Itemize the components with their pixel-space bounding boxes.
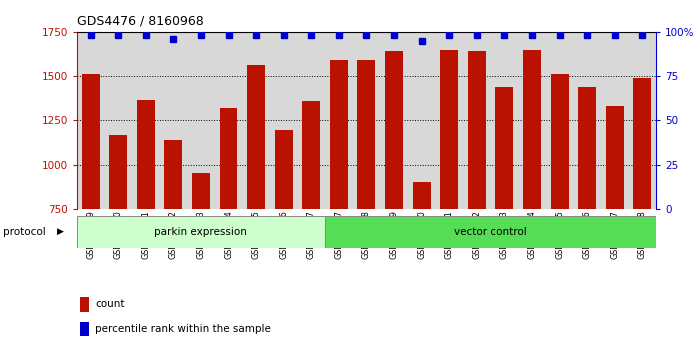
Bar	[633, 78, 651, 209]
Bar	[440, 51, 458, 209]
Text: protocol: protocol	[3, 227, 46, 237]
Bar	[302, 101, 320, 209]
Text: percentile rank within the sample: percentile rank within the sample	[95, 324, 271, 334]
Text: GDS4476 / 8160968: GDS4476 / 8160968	[77, 14, 204, 27]
Bar	[413, 182, 431, 209]
Text: count: count	[95, 299, 124, 309]
Bar	[82, 74, 100, 209]
Bar	[247, 65, 265, 209]
Text: vector control: vector control	[454, 227, 527, 237]
Bar	[192, 173, 210, 209]
Bar	[578, 87, 596, 209]
Bar	[325, 216, 656, 248]
Bar	[523, 50, 541, 209]
Text: ▶: ▶	[57, 227, 64, 236]
Bar	[164, 140, 182, 209]
Bar	[275, 130, 292, 209]
Bar	[551, 74, 569, 209]
Bar	[137, 100, 155, 209]
Bar	[330, 60, 348, 209]
Bar	[496, 87, 513, 209]
Bar	[109, 136, 127, 209]
Bar	[357, 60, 376, 209]
Bar	[385, 51, 403, 209]
Bar	[468, 51, 486, 209]
Text: parkin expression: parkin expression	[154, 227, 247, 237]
Bar	[606, 106, 624, 209]
Bar	[77, 216, 325, 248]
Bar	[220, 108, 237, 209]
